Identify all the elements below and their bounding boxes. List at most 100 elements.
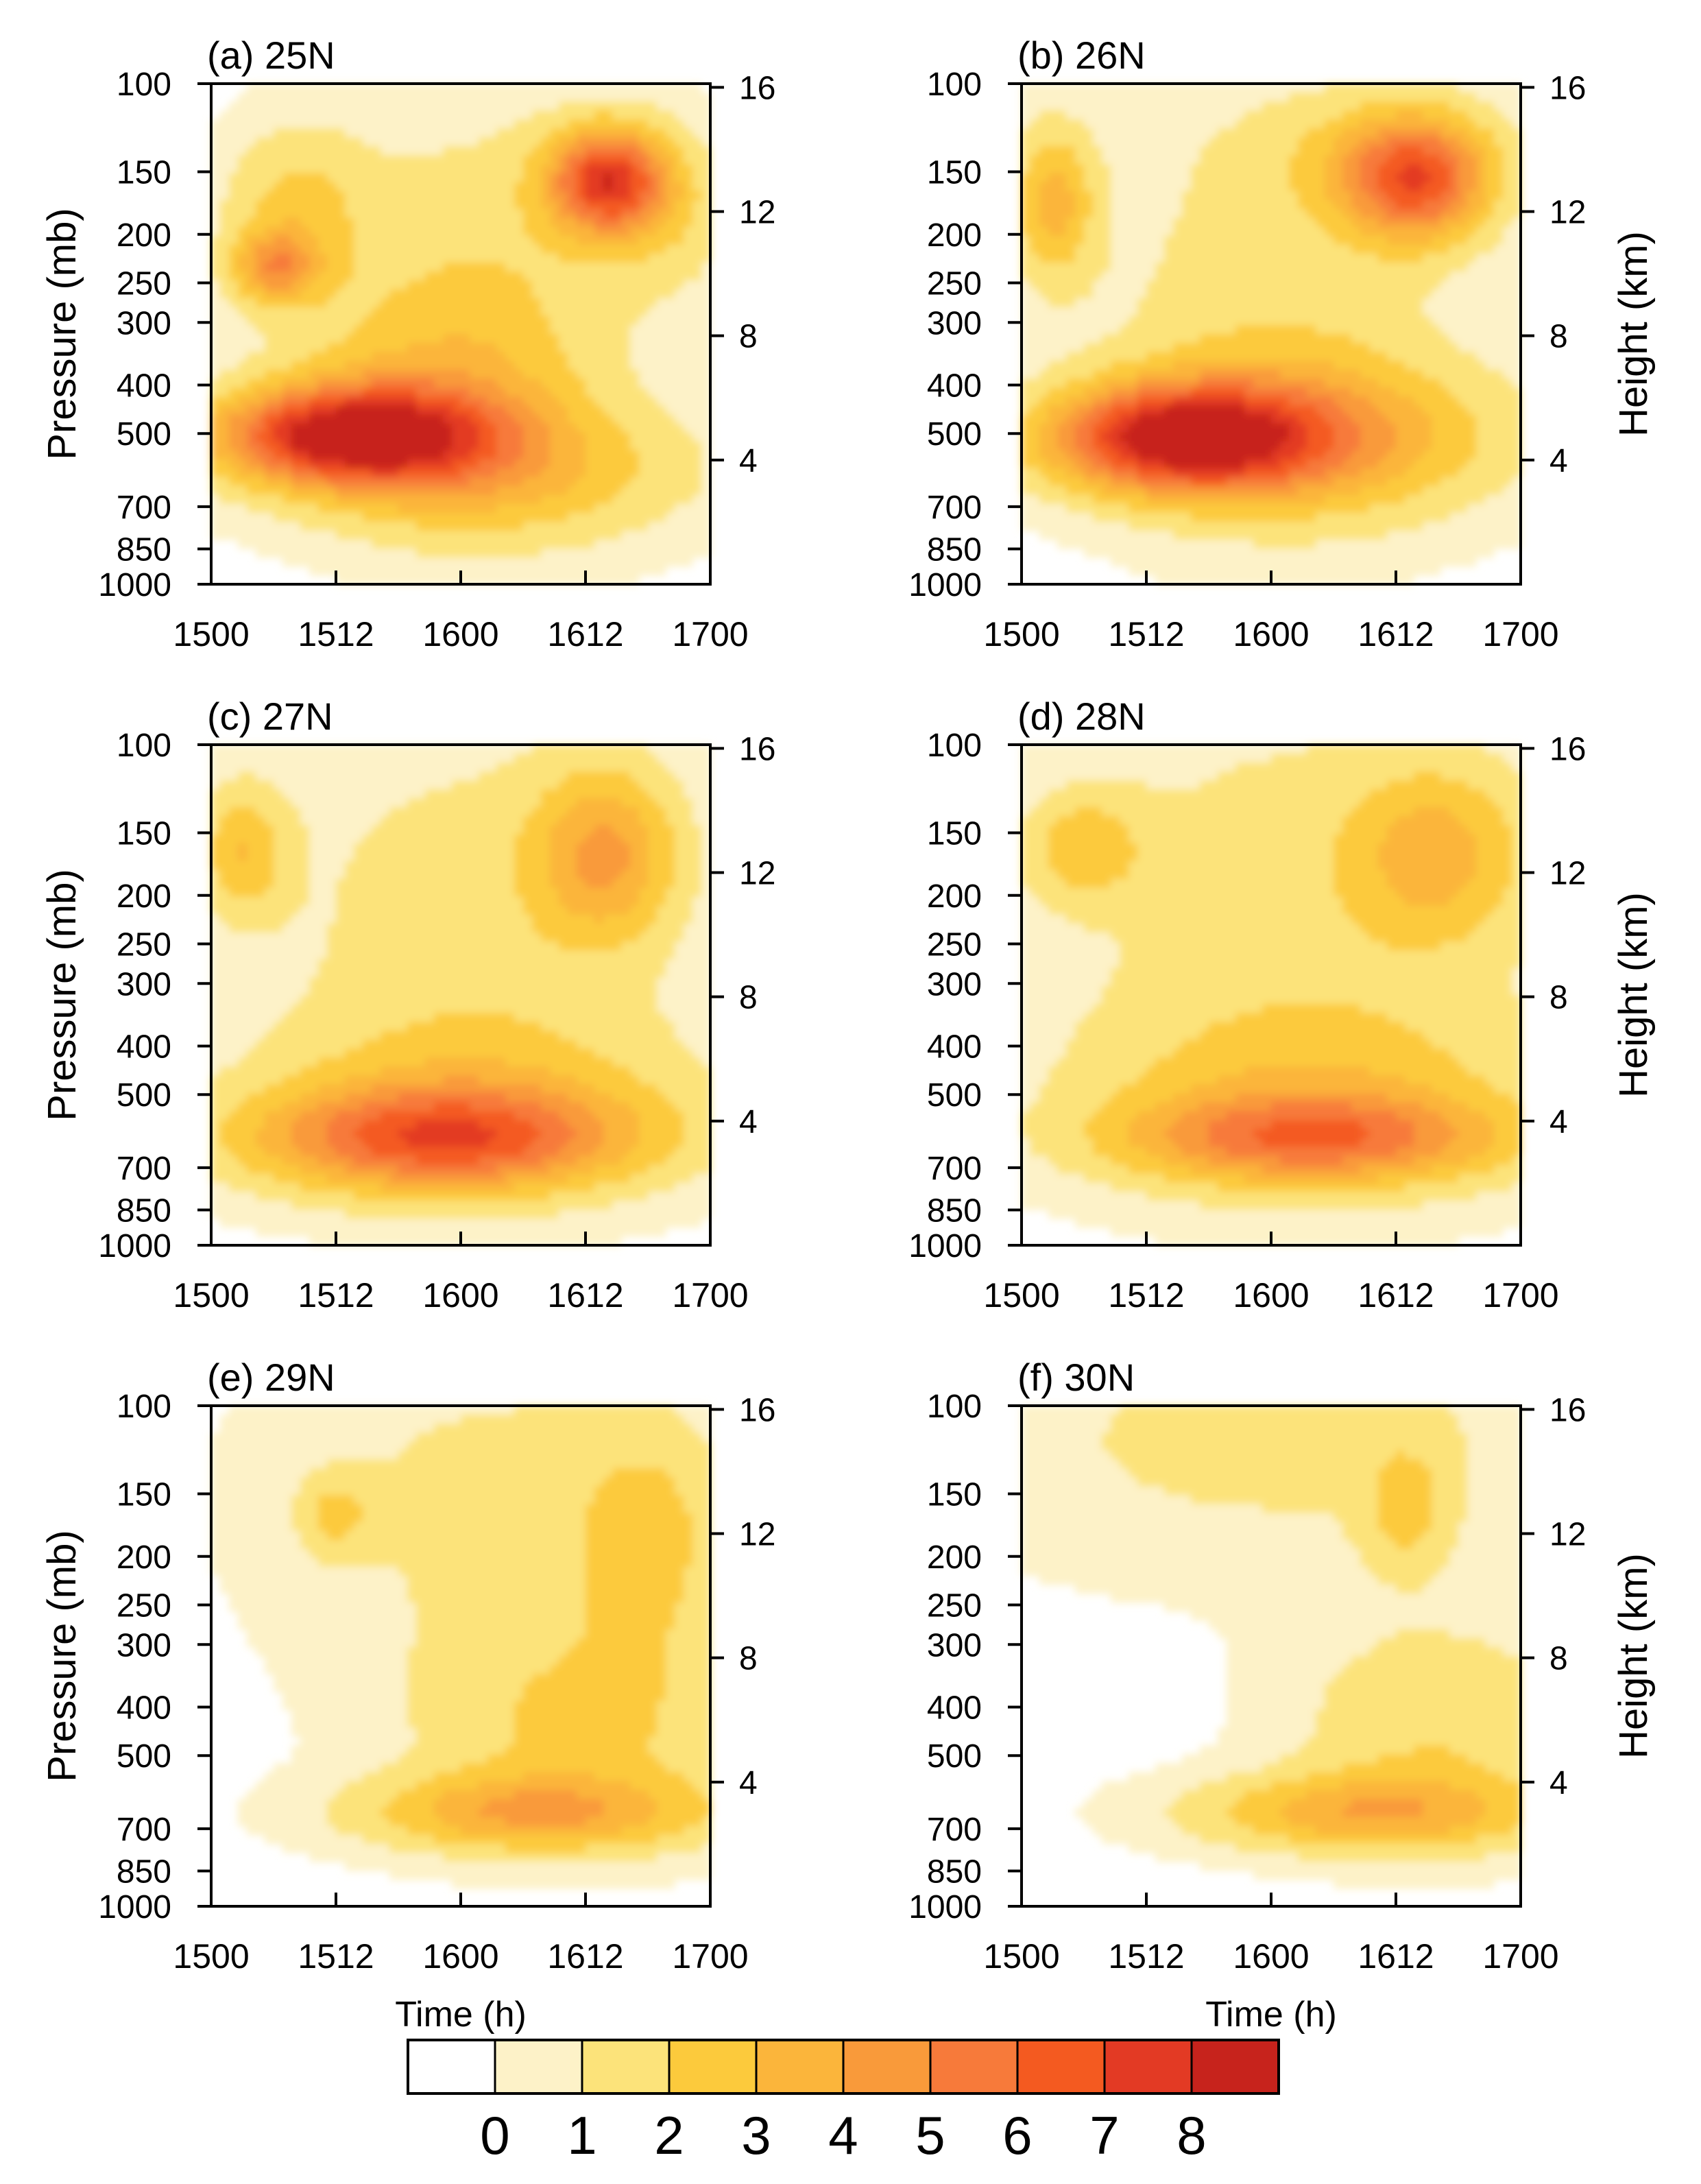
- heatmap-cell: [416, 566, 426, 576]
- heatmap-cell: [675, 235, 684, 245]
- heatmap-cell: [1218, 84, 1227, 93]
- heatmap-cell: [1084, 315, 1094, 326]
- heatmap-cell: [309, 262, 319, 272]
- heatmap-cell: [514, 566, 524, 576]
- heatmap-cell: [381, 191, 390, 201]
- heatmap-cell: [1209, 84, 1218, 93]
- heatmap-cell: [1075, 361, 1085, 370]
- heatmap-cell: [247, 253, 256, 263]
- heatmap-cell: [407, 164, 417, 173]
- heatmap-cell: [550, 128, 559, 138]
- heatmap-cell: [1066, 200, 1076, 210]
- heatmap-cell: [1449, 343, 1459, 352]
- heatmap-cell: [496, 128, 506, 138]
- heatmap-cell: [1369, 173, 1379, 182]
- heatmap-cell: [1503, 271, 1512, 281]
- heatmap-cell: [229, 361, 239, 370]
- heatmap-cell: [211, 182, 221, 192]
- heatmap-cell: [648, 566, 658, 576]
- heatmap-cell: [487, 370, 497, 379]
- heatmap-cell: [621, 387, 631, 397]
- heatmap-cell: [1173, 253, 1183, 263]
- heatmap-cell: [1440, 307, 1450, 317]
- heatmap-cell: [1512, 315, 1521, 326]
- heatmap-cell: [532, 477, 542, 487]
- heatmap-cell: [1182, 84, 1192, 93]
- heatmap-cell: [577, 271, 586, 281]
- heatmap-cell: [1075, 298, 1085, 308]
- heatmap-cell: [496, 155, 506, 165]
- heatmap-cell: [309, 137, 319, 147]
- heatmap-cell: [381, 119, 390, 129]
- heatmap-cell: [220, 405, 230, 415]
- heatmap-cell: [1289, 128, 1299, 138]
- heatmap-cell: [470, 370, 479, 379]
- heatmap-cell: [1414, 128, 1423, 138]
- heatmap-cell: [594, 539, 604, 549]
- heatmap-cell: [256, 405, 265, 415]
- heatmap-cell: [1111, 137, 1120, 147]
- heatmap-cell: [363, 244, 372, 254]
- heatmap-cell: [434, 566, 444, 576]
- heatmap-cell: [1137, 155, 1147, 165]
- heatmap-cell: [211, 200, 221, 210]
- heatmap-cell: [621, 208, 631, 219]
- heatmap-cell: [496, 244, 506, 254]
- heatmap-cell: [282, 253, 292, 263]
- heatmap-cell: [1039, 307, 1049, 317]
- heatmap-cell: [612, 352, 622, 361]
- heatmap-cell: [327, 530, 337, 540]
- heatmap-cell: [568, 155, 577, 165]
- heatmap-cell: [532, 208, 542, 219]
- heatmap-cell: [211, 468, 221, 478]
- heatmap-cell: [594, 441, 604, 451]
- heatmap-cell: [443, 244, 453, 254]
- heatmap-cell: [291, 101, 301, 111]
- heatmap-cell: [550, 521, 559, 531]
- heatmap-cell: [1476, 182, 1486, 192]
- heatmap-cell: [398, 182, 408, 192]
- heatmap-cell: [496, 226, 506, 237]
- heatmap-cell: [487, 128, 497, 138]
- heatmap-cell: [594, 557, 604, 567]
- heatmap-cell: [577, 253, 586, 263]
- heatmap-cell: [318, 173, 328, 182]
- heatmap-cell: [550, 173, 559, 182]
- heatmap-cell: [648, 307, 658, 317]
- heatmap-cell: [603, 226, 613, 237]
- heatmap-cell: [692, 307, 702, 317]
- heatmap-cell: [398, 343, 408, 352]
- heatmap-cell: [372, 93, 381, 102]
- heatmap-cell: [318, 405, 328, 415]
- heatmap-cell: [1494, 324, 1504, 335]
- heatmap-cell: [407, 146, 417, 156]
- heatmap-cell: [657, 128, 666, 138]
- heatmap-cell: [247, 432, 256, 442]
- heatmap-cell: [1182, 128, 1192, 138]
- heatmap-cell: [1218, 217, 1227, 228]
- heatmap-cell: [568, 226, 577, 237]
- heatmap-cell: [523, 459, 533, 469]
- heatmap-cell: [1057, 370, 1067, 379]
- heatmap-cell: [1307, 289, 1316, 299]
- heatmap-cell: [621, 235, 631, 245]
- heatmap-cell: [1129, 370, 1138, 379]
- heatmap-cell: [1191, 298, 1201, 308]
- heatmap-cell: [684, 396, 693, 406]
- heatmap-cell: [470, 244, 479, 254]
- heatmap-cell: [229, 155, 239, 165]
- heatmap-cell: [532, 110, 542, 120]
- heatmap-cell: [586, 503, 595, 514]
- heatmap-cell: [603, 101, 613, 111]
- heatmap-cell: [675, 84, 684, 93]
- y-tick-label: 500: [117, 416, 171, 453]
- heatmap-cell: [1244, 101, 1254, 111]
- heatmap-cell: [354, 485, 363, 496]
- heatmap-cell: [1360, 334, 1370, 344]
- heatmap-cell: [265, 200, 274, 210]
- heatmap-cell: [1191, 315, 1201, 326]
- heatmap-cell: [1102, 182, 1111, 192]
- heatmap-cell: [479, 208, 488, 219]
- heatmap-cell: [443, 128, 453, 138]
- heatmap-cell: [1111, 253, 1120, 263]
